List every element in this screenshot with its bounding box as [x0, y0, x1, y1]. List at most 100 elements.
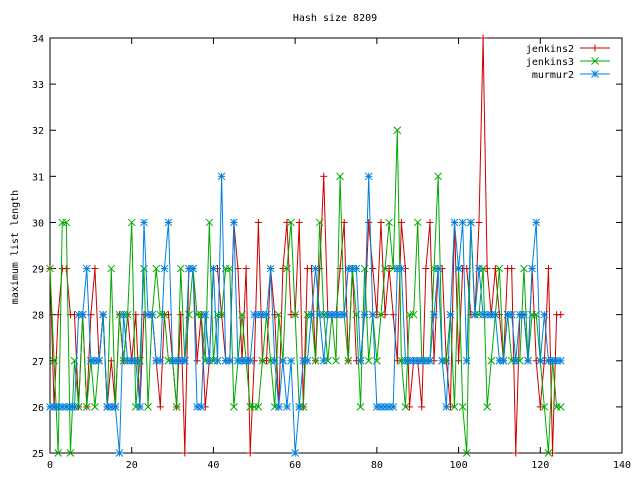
data-point-murmur2 [136, 403, 144, 411]
data-point-jenkins3 [315, 218, 324, 227]
data-point-jenkins3 [46, 264, 54, 273]
data-point-murmur2 [307, 310, 316, 319]
data-point-murmur2 [197, 403, 206, 411]
data-point-murmur2 [246, 356, 255, 365]
legend-marker [591, 44, 599, 52]
data-point-murmur2 [311, 264, 320, 273]
data-point-murmur2 [462, 356, 471, 365]
data-point-jenkins2 [365, 218, 373, 226]
x-tick-label: 0 [47, 460, 53, 471]
data-point-murmur2 [454, 264, 463, 273]
data-point-murmur2 [471, 310, 479, 319]
data-point-jenkins3 [238, 310, 246, 319]
x-tick-label: 100 [450, 460, 468, 471]
data-point-jenkins2 [557, 311, 565, 319]
data-point-murmur2 [262, 310, 271, 319]
data-point-murmur2 [364, 172, 373, 181]
x-tick-label: 80 [371, 460, 383, 471]
data-point-murmur2 [160, 264, 169, 273]
data-point-murmur2 [209, 264, 218, 273]
data-point-murmur2 [189, 264, 197, 273]
data-point-murmur2 [225, 356, 234, 365]
data-point-murmur2 [230, 218, 238, 227]
data-point-jenkins3 [127, 218, 136, 227]
data-point-jenkins3 [54, 449, 63, 457]
data-point-murmur2 [205, 356, 214, 365]
data-point-jenkins3 [274, 310, 283, 319]
data-point-jenkins3 [336, 172, 344, 181]
data-point-jenkins3 [393, 126, 402, 135]
data-point-murmur2 [458, 218, 467, 227]
data-point-jenkins3 [344, 356, 353, 365]
data-point-jenkins3 [205, 218, 214, 227]
data-point-jenkins3 [520, 264, 528, 273]
data-point-murmur2 [274, 403, 283, 411]
data-point-jenkins2 [479, 34, 487, 42]
x-tick-label: 120 [531, 460, 549, 471]
data-point-murmur2 [438, 356, 447, 365]
data-point-jenkins3 [283, 264, 291, 273]
x-tick-label: 140 [613, 460, 631, 471]
data-point-murmur2 [213, 356, 222, 365]
data-point-murmur2 [295, 403, 304, 411]
data-point-jenkins3 [381, 264, 389, 273]
data-point-murmur2 [148, 310, 156, 319]
data-point-murmur2 [99, 310, 107, 319]
data-point-jenkins3 [332, 356, 340, 365]
data-point-jenkins2 [91, 265, 99, 273]
chart-title: Hash size 8209 [293, 13, 377, 24]
data-point-jenkins3 [462, 449, 471, 457]
data-point-jenkins3 [364, 356, 373, 365]
data-point-murmur2 [360, 310, 369, 319]
data-point-jenkins3 [107, 264, 116, 273]
data-point-murmur2 [352, 264, 361, 273]
data-point-murmur2 [368, 310, 377, 319]
data-point-jenkins3 [91, 403, 99, 411]
y-tick-label: 33 [32, 80, 44, 91]
data-point-murmur2 [356, 356, 365, 365]
data-point-murmur2 [95, 356, 103, 365]
data-point-jenkins2 [418, 403, 426, 411]
data-point-murmur2 [466, 218, 475, 227]
data-point-jenkins3 [254, 403, 263, 411]
data-point-jenkins2 [62, 265, 70, 273]
legend-label: jenkins2 [526, 44, 574, 55]
y-tick-label: 34 [32, 34, 44, 45]
y-tick-label: 28 [32, 311, 44, 322]
data-point-jenkins2 [283, 218, 291, 226]
series-line-jenkins2 [49, 37, 561, 454]
legend-label: murmur2 [532, 70, 574, 81]
data-point-murmur2 [115, 449, 124, 457]
data-point-jenkins3 [291, 310, 299, 319]
data-point-murmur2 [434, 264, 442, 273]
data-point-murmur2 [430, 310, 438, 319]
data-point-jenkins2 [246, 449, 254, 457]
data-point-jenkins2 [381, 311, 389, 319]
data-point-jenkins3 [144, 403, 152, 411]
data-point-jenkins2 [254, 218, 262, 226]
data-point-murmur2 [442, 403, 451, 411]
data-point-murmur2 [283, 403, 291, 411]
data-point-murmur2 [319, 356, 328, 365]
data-point-murmur2 [164, 218, 173, 227]
x-tick-label: 60 [289, 460, 301, 471]
data-point-murmur2 [520, 310, 528, 319]
x-tick-label: 20 [126, 460, 138, 471]
data-point-jenkins3 [217, 310, 226, 319]
data-point-murmur2 [511, 356, 520, 365]
data-point-murmur2 [507, 310, 516, 319]
data-point-jenkins3 [483, 403, 492, 411]
data-point-jenkins3 [377, 310, 385, 319]
data-point-jenkins3 [556, 403, 565, 411]
y-tick-label: 30 [32, 218, 44, 229]
data-point-jenkins2 [483, 265, 491, 273]
data-point-murmur2 [556, 356, 565, 365]
data-point-jenkins2 [242, 265, 250, 273]
data-point-jenkins2 [549, 449, 557, 457]
data-point-jenkins2 [193, 357, 201, 365]
legend-item-murmur2: murmur2 [532, 70, 610, 81]
data-point-murmur2 [156, 356, 165, 365]
data-point-jenkins2 [377, 218, 385, 226]
data-point-murmur2 [131, 356, 140, 365]
